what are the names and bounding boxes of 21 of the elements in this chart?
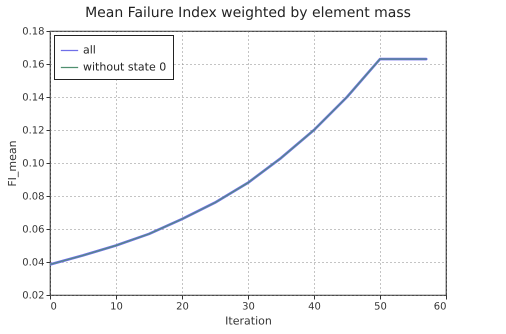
y-tick-label: 0.02 — [22, 290, 44, 302]
x-tick-label: 20 — [176, 302, 189, 312]
x-tick-label: 30 — [242, 302, 255, 312]
y-tick-label: 0.04 — [22, 258, 44, 268]
x-tick-label: 50 — [374, 302, 387, 312]
y-tick-label: 0.14 — [22, 92, 44, 104]
y-tick-label: 0.18 — [22, 26, 44, 38]
legend-label: all — [83, 44, 96, 56]
x-axis-title: Iteration — [225, 314, 272, 328]
chart-title: Mean Failure Index weighted by element mass — [85, 5, 411, 21]
y-axis-title: FI_mean — [6, 140, 20, 187]
x-tick-label: 10 — [110, 302, 123, 312]
x-tick-label: 60 — [434, 302, 446, 312]
y-tick-label: 0.16 — [22, 60, 44, 70]
x-tick-label: 0 — [50, 302, 57, 312]
y-tick-label: 0.10 — [22, 158, 44, 170]
legend-label: without state 0 — [83, 60, 166, 74]
y-tick-label: 0.08 — [22, 192, 44, 202]
y-tick-label: 0.12 — [22, 126, 44, 136]
y-tick-label: 0.06 — [22, 224, 44, 236]
x-tick-label: 40 — [308, 302, 321, 312]
